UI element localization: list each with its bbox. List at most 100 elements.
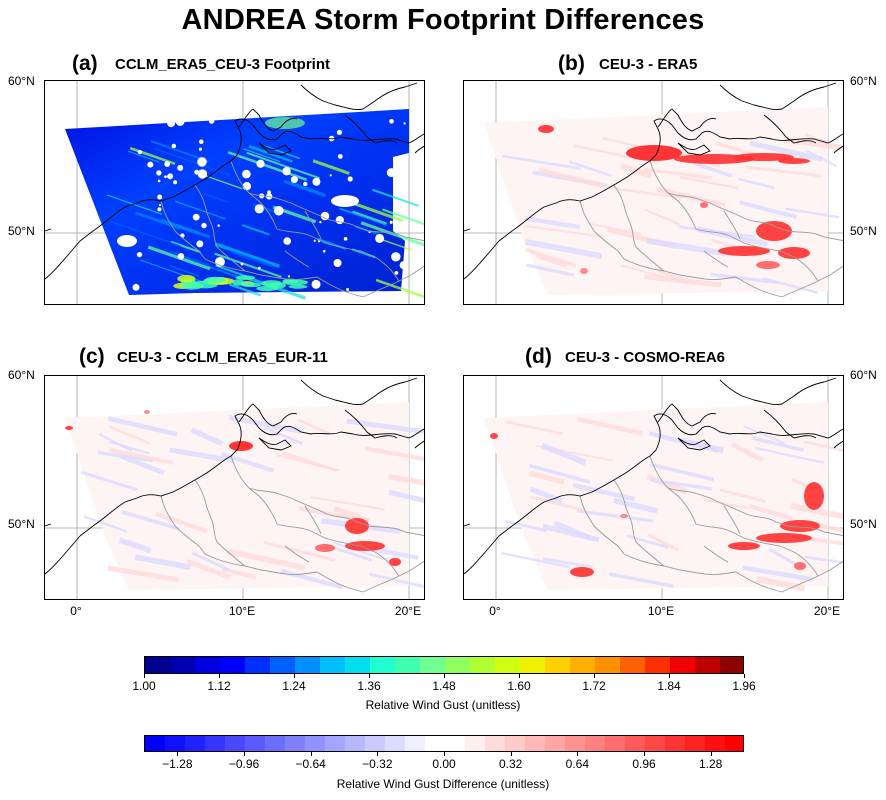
difference-streak xyxy=(710,272,779,285)
coastline xyxy=(719,82,837,110)
panel-b-map xyxy=(463,80,844,305)
missing-data xyxy=(337,154,343,159)
gust-hotspot xyxy=(256,285,279,292)
missing-data xyxy=(197,157,207,167)
difference-streak xyxy=(529,486,563,504)
difference-streak xyxy=(572,482,636,502)
coastline xyxy=(238,108,298,132)
missing-data xyxy=(331,195,359,207)
colorbar-tick-mark xyxy=(644,752,645,756)
coastline xyxy=(414,440,424,449)
colorbar-segment xyxy=(195,657,221,673)
colorbar-tick-label: 0.64 xyxy=(565,757,589,771)
difference-streak xyxy=(332,541,389,562)
difference-streak xyxy=(803,440,843,452)
colorbar-tick-label: −0.32 xyxy=(362,757,393,771)
gust-streak xyxy=(128,150,160,163)
missing-data xyxy=(171,143,177,149)
lat-label-60n-d: 60°N xyxy=(850,368,877,382)
positive-difference-patch xyxy=(490,433,498,439)
difference-streak xyxy=(645,237,727,257)
difference-streak xyxy=(387,473,424,486)
positive-difference-patch xyxy=(778,158,810,164)
country-border xyxy=(216,246,246,272)
colorbar-segment xyxy=(545,736,566,751)
colorbar-tick-mark xyxy=(219,674,220,678)
missing-data xyxy=(399,261,408,270)
positive-difference-patch xyxy=(345,541,385,551)
difference-streak xyxy=(190,427,224,447)
country-border xyxy=(362,265,424,298)
missing-data xyxy=(201,222,207,229)
colorbar-segment xyxy=(645,657,671,673)
positive-difference-patch xyxy=(756,533,812,543)
colorbar-segment xyxy=(595,657,621,673)
colorbar-segment xyxy=(485,736,506,751)
difference-streak xyxy=(607,186,682,200)
difference-streak xyxy=(573,144,638,161)
coastline xyxy=(45,523,52,527)
gust-streak xyxy=(352,201,404,223)
colorbar-segment xyxy=(465,736,486,751)
difference-streak xyxy=(586,222,642,236)
difference-streak xyxy=(738,177,775,190)
positive-difference-patch xyxy=(728,542,760,550)
colorbar-tick-mark xyxy=(177,752,179,756)
missing-data xyxy=(242,181,252,191)
colorbar-segment xyxy=(425,736,446,751)
colorbar-segment xyxy=(345,657,371,673)
country-border xyxy=(374,256,400,282)
colorbar-segment xyxy=(345,736,366,751)
colorbar-tick-label: −0.96 xyxy=(228,757,260,771)
colorbar-tick-mark xyxy=(594,674,595,678)
missing-data xyxy=(192,213,200,221)
gust-streak xyxy=(150,140,209,163)
figure-title: ANDREA Storm Footprint Differences xyxy=(181,4,705,36)
colorbar-tick-mark xyxy=(444,752,445,756)
gust-streak xyxy=(360,221,424,247)
country-border xyxy=(326,218,424,242)
missing-data xyxy=(208,118,215,124)
difference-streak xyxy=(525,247,577,268)
difference-streak xyxy=(542,523,600,543)
missing-data xyxy=(287,275,291,278)
missing-data xyxy=(329,174,332,177)
colorbar-segment xyxy=(170,657,196,673)
lon-label-20e-d: 20°E xyxy=(813,604,841,618)
missing-data xyxy=(282,167,291,176)
difference-streak xyxy=(743,425,786,445)
colorbar-segment xyxy=(245,736,266,751)
country-border xyxy=(374,551,400,577)
missing-data xyxy=(320,211,330,221)
coastline xyxy=(833,145,843,154)
country-border xyxy=(735,276,783,298)
missing-data xyxy=(198,139,204,145)
colorbar-segment xyxy=(670,657,696,673)
missing-data xyxy=(394,270,399,275)
positive-difference-patch xyxy=(315,544,335,552)
difference-streak xyxy=(191,551,230,572)
difference-streak xyxy=(169,447,234,464)
country-border xyxy=(276,523,376,553)
colorbar-segment xyxy=(625,736,646,751)
difference-streak xyxy=(107,416,178,437)
difference-streak xyxy=(502,154,581,170)
colorbar-tick-mark xyxy=(144,674,145,678)
missing-data xyxy=(257,266,261,270)
colorbar-tick-label: 1.48 xyxy=(432,679,456,693)
colorbar-tick-label: 1.72 xyxy=(582,679,606,693)
coastline xyxy=(677,142,711,156)
missing-data xyxy=(164,161,171,168)
colorbar-tick-label: 1.24 xyxy=(282,679,306,693)
coastline xyxy=(719,377,837,405)
colorbar-tick-label: 1.00 xyxy=(132,679,156,693)
difference-streak xyxy=(644,167,713,180)
lon-label-20e-c: 20°E xyxy=(394,604,422,618)
difference-streak xyxy=(80,470,138,492)
difference-streak xyxy=(365,446,424,462)
lon-label-10e-d: 10°E xyxy=(647,604,675,618)
missing-data xyxy=(173,180,178,185)
difference-streak xyxy=(227,548,306,571)
colorbar-tick-label: 1.28 xyxy=(698,757,723,771)
country-border xyxy=(695,523,795,553)
